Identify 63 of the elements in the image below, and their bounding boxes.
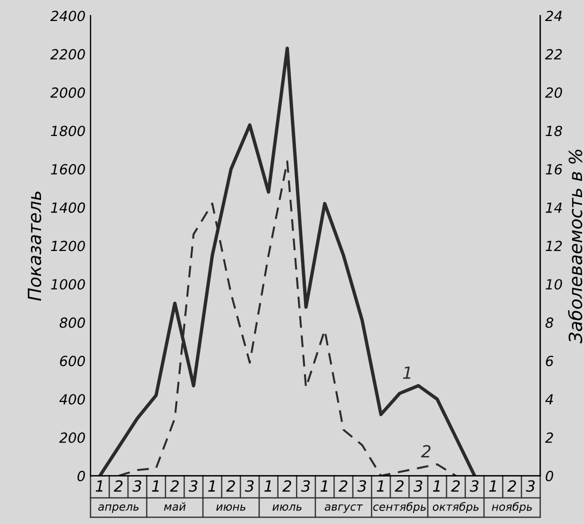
series-label: 1: [403, 366, 410, 379]
x-tick-label: 2: [338, 480, 348, 492]
x-tick-label: 1: [433, 480, 440, 492]
x-tick-label: 1: [96, 480, 102, 492]
y-tick-label: 800: [60, 317, 85, 328]
y2-tick-label: 6: [546, 356, 554, 366]
x-tick-label: 2: [170, 480, 179, 492]
x-tick-label: 1: [152, 480, 159, 492]
y-tick-label: 1000: [50, 279, 85, 290]
y-tick-label: 2000: [50, 87, 85, 98]
y2-tick-label: 18: [546, 126, 562, 136]
y2-tick-label: 10: [546, 279, 562, 290]
y-tick-label: 1600: [50, 164, 85, 175]
x-tick-label: 1: [489, 480, 496, 492]
y-tick-label: 1400: [50, 202, 85, 213]
x-tick-label: 2: [394, 480, 404, 492]
x-tick-label: 3: [132, 480, 142, 492]
x-tick-label: 2: [226, 480, 235, 492]
x-tick-label: 2: [507, 480, 516, 492]
x-tick-label: 2: [451, 480, 460, 492]
y2-axis-title: Заболеваемость в %: [568, 150, 582, 344]
y2-tick-label: 12: [546, 240, 562, 252]
x-tick-label: 1: [264, 480, 272, 492]
y-axis-title: Показатель: [28, 192, 42, 301]
x-tick-label: 3: [470, 480, 478, 492]
x-tick-label: 3: [188, 480, 198, 492]
line-series: [98, 46, 476, 476]
y2-tick-label: 22: [545, 49, 562, 60]
text: июль: [272, 504, 302, 511]
x-tick-label: 3: [526, 480, 535, 492]
y2-tick-label: 4: [545, 394, 553, 404]
x-tick-label: 3: [244, 480, 254, 492]
y2-tick-label: 2: [545, 432, 554, 443]
text: сентябрь: [373, 502, 426, 514]
y-tick-label: 1800: [50, 126, 85, 136]
y-tick-label: 1200: [50, 240, 85, 252]
y-tick-label: 0: [78, 470, 85, 482]
y-tick-label: 400: [59, 394, 85, 405]
x-tick-label: 1: [208, 480, 215, 492]
text: октябрь: [432, 502, 479, 514]
y2-tick-label: 16: [546, 164, 562, 175]
x-tick-label: 2: [282, 480, 292, 492]
x-tick-label: 3: [414, 480, 422, 492]
x-tick-label: 2: [114, 480, 123, 492]
series-label: 2: [421, 444, 431, 458]
text: ноябрь: [492, 502, 532, 514]
y2-tick-label: 8: [546, 317, 554, 328]
x-tick-label: 1: [376, 480, 384, 492]
y2-tick-label: 24: [545, 10, 562, 21]
y2-tick-label: 14: [546, 202, 562, 213]
y2-tick-label: 0: [546, 470, 554, 482]
text: апрель: [98, 504, 139, 513]
text: июнь: [216, 504, 246, 511]
y-tick-label: 600: [60, 356, 85, 366]
y2-tick-label: 20: [545, 87, 562, 98]
y-tick-label: 2200: [50, 49, 85, 60]
x-tick-label: 3: [301, 480, 310, 492]
x-tick-label: 1: [320, 480, 328, 492]
text: август: [324, 504, 363, 513]
x-tick-label: 3: [357, 480, 366, 492]
y-tick-label: 2400: [50, 10, 85, 22]
y-tick-label: 200: [59, 432, 85, 443]
text: май: [164, 502, 186, 511]
